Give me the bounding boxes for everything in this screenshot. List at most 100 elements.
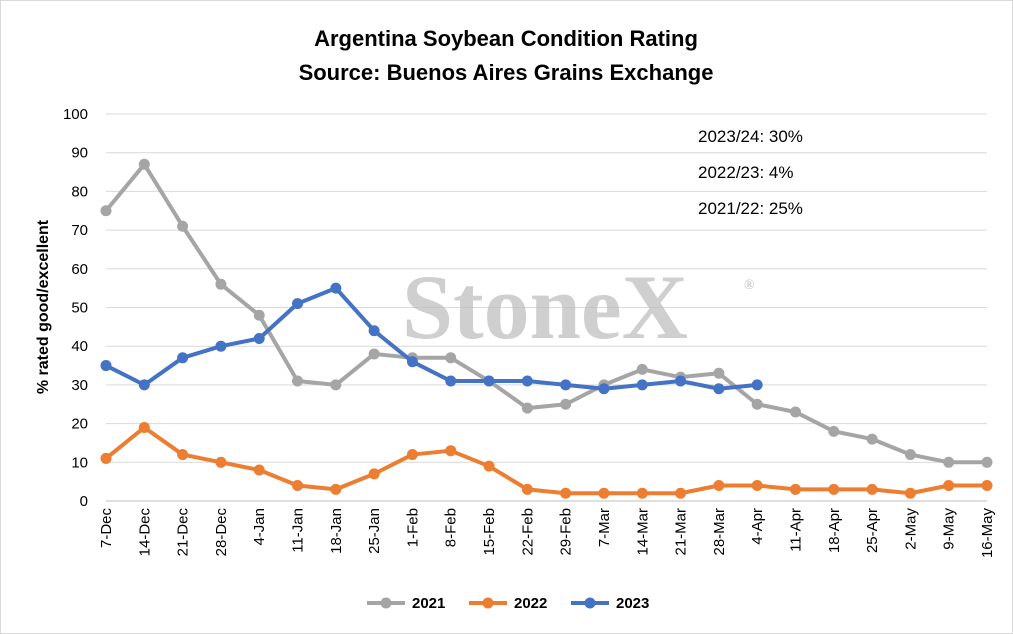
y-tick-label: 100 [63, 106, 88, 123]
chart-subtitle: Source: Buenos Aires Grains Exchange [299, 60, 714, 85]
series-line-2023 [105, 286, 758, 391]
y-tick-label: 20 [71, 416, 88, 433]
data-point-2022 [981, 480, 993, 492]
data-point-2022 [100, 452, 112, 464]
legend-item-2023: 2023 [571, 595, 649, 612]
data-point-2022 [828, 483, 840, 495]
x-tick-label: 11-Apr [787, 508, 804, 552]
registered-mark: ® [744, 278, 755, 293]
data-point-2022 [560, 487, 572, 499]
x-axis-ticks: 7-Dec 14-Dec 21-Dec 28-Dec 4-Jan 11-Jan 18-Jan… [98, 508, 996, 559]
x-tick-label: 18-Apr [826, 508, 843, 553]
series-2021 [100, 158, 993, 468]
data-point-2022 [445, 445, 457, 457]
series-2023 [100, 282, 763, 395]
data-point-2021 [943, 456, 955, 468]
data-point-2021 [751, 398, 763, 410]
data-point-2022 [904, 487, 916, 499]
legend-label-2023: 2023 [616, 595, 649, 612]
data-point-2023 [636, 379, 648, 391]
y-tick-label: 0 [80, 493, 88, 510]
annotation-2023-24: 2023/24: 30% [698, 127, 803, 146]
x-tick-label: 2-May [902, 508, 919, 550]
data-point-2022 [598, 487, 610, 499]
y-tick-label: 10 [71, 454, 88, 471]
data-point-2021 [138, 158, 150, 170]
y-tick-label: 70 [71, 222, 88, 239]
data-point-2021 [981, 456, 993, 468]
legend: 2021 2022 2023 [367, 595, 649, 612]
data-point-2022 [330, 483, 342, 495]
gridlines [106, 113, 987, 502]
data-point-2022 [713, 480, 725, 492]
data-point-2022 [483, 460, 495, 472]
series-layer [100, 158, 993, 499]
data-point-2023 [713, 383, 725, 395]
x-tick-label: 28-Mar [711, 508, 728, 556]
data-point-2021 [100, 205, 112, 217]
x-tick-label: 21-Dec [175, 508, 192, 557]
x-tick-label: 11-Jan [290, 508, 307, 553]
legend-marker-2022 [482, 597, 494, 609]
x-tick-label: 14-Mar [634, 508, 651, 556]
data-point-2023 [521, 375, 533, 387]
y-tick-label: 60 [71, 261, 88, 278]
x-tick-label: 7-Mar [596, 508, 613, 547]
data-point-2021 [330, 379, 342, 391]
data-point-2023 [215, 340, 227, 352]
series-line-2022 [104, 425, 987, 496]
series-line-2021 [104, 162, 987, 465]
data-point-2023 [598, 383, 610, 395]
data-point-2021 [828, 425, 840, 437]
data-point-2021 [636, 363, 648, 375]
data-point-2021 [292, 375, 304, 387]
data-point-2022 [866, 483, 878, 495]
x-tick-label: 25-Jan [366, 508, 383, 554]
x-tick-label: 4-Jan [251, 508, 268, 546]
x-tick-label: 4-Apr [749, 508, 766, 545]
chart-title: Argentina Soybean Condition Rating [314, 26, 698, 51]
data-point-2023 [483, 375, 495, 387]
y-tick-label: 50 [71, 300, 88, 317]
data-point-2022 [521, 483, 533, 495]
data-point-2022 [943, 480, 955, 492]
data-point-2023 [100, 360, 112, 372]
data-point-2023 [292, 298, 304, 310]
legend-marker-2023 [584, 597, 596, 609]
data-point-2023 [751, 379, 763, 391]
data-point-2021 [560, 398, 572, 410]
legend-marker-2021 [380, 597, 392, 609]
data-point-2022 [751, 480, 763, 492]
x-tick-label: 22-Feb [519, 508, 536, 556]
x-tick-label: 21-Mar [673, 508, 690, 556]
data-point-2021 [368, 348, 380, 360]
x-tick-label: 16-May [979, 508, 996, 559]
x-tick-label: 15-Feb [481, 508, 498, 556]
data-point-2022 [253, 464, 265, 476]
x-tick-label: 8-Feb [443, 508, 460, 547]
annotation-2022-23: 2022/23: 4% [698, 163, 793, 182]
data-point-2023 [560, 379, 572, 391]
data-point-2021 [904, 449, 916, 461]
data-point-2021 [445, 352, 457, 364]
annotation-2021-22: 2021/22: 25% [698, 199, 803, 218]
y-axis-ticks: 0 10 20 30 40 50 60 70 80 90 100 [63, 106, 88, 510]
x-tick-label: 14-Dec [136, 508, 153, 557]
data-point-2021 [177, 220, 189, 232]
data-point-2023 [177, 352, 189, 364]
data-point-2021 [521, 402, 533, 414]
x-tick-label: 25-Apr [864, 508, 881, 553]
data-point-2023 [330, 282, 342, 294]
data-point-2023 [253, 332, 265, 344]
y-tick-label: 80 [71, 183, 88, 200]
data-point-2021 [789, 406, 801, 418]
data-point-2022 [215, 456, 227, 468]
data-point-2022 [636, 487, 648, 499]
y-tick-label: 30 [71, 377, 88, 394]
data-point-2021 [253, 309, 265, 321]
x-tick-label: 1-Feb [404, 508, 421, 547]
data-point-2021 [866, 433, 878, 445]
x-tick-label: 29-Feb [558, 508, 575, 556]
